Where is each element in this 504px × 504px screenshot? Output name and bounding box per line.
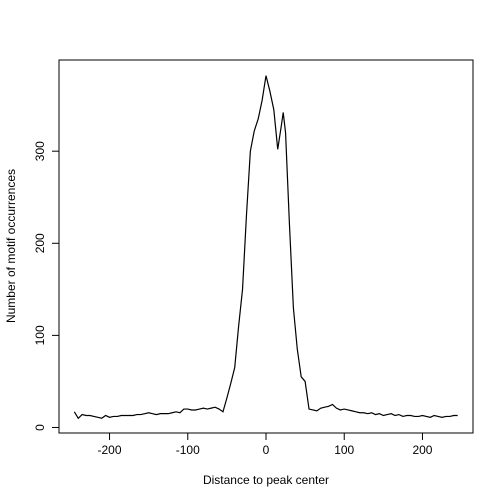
y-axis-label: Number of motif occurrences bbox=[4, 169, 18, 323]
x-tick-label: -200 bbox=[98, 443, 122, 457]
x-tick-label: -100 bbox=[176, 443, 200, 457]
x-axis-label: Distance to peak center bbox=[203, 473, 329, 487]
y-tick-label: 100 bbox=[33, 325, 47, 345]
x-tick-label: 0 bbox=[263, 443, 270, 457]
y-tick-label: 300 bbox=[33, 141, 47, 161]
plot-box bbox=[58, 59, 474, 434]
x-tick-label: 200 bbox=[412, 443, 432, 457]
x-tick-label: 100 bbox=[334, 443, 354, 457]
y-tick-label: 200 bbox=[33, 233, 47, 253]
y-tick-label: 0 bbox=[33, 424, 47, 431]
line bbox=[73, 75, 458, 420]
